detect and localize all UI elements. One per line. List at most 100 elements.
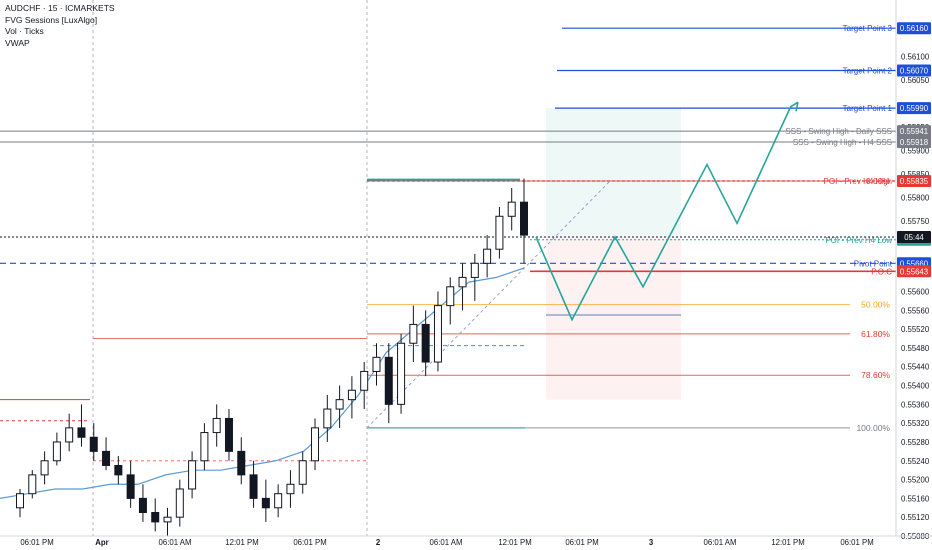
candle-body bbox=[126, 474, 135, 499]
candle-body bbox=[323, 408, 332, 429]
price-tick-label: 0.55850 bbox=[901, 170, 930, 179]
level-label: SSS - Swing High - Daily SSS bbox=[785, 127, 892, 136]
vwap-line bbox=[0, 267, 525, 499]
candle-body bbox=[77, 427, 86, 438]
price-tick-label: 0.55160 bbox=[901, 494, 930, 503]
time-tick-label: 12:01 PM bbox=[771, 538, 804, 547]
candle-body bbox=[151, 511, 160, 523]
time-tick-label: 06:01 PM bbox=[840, 538, 873, 547]
price-tick-label: 0.55400 bbox=[901, 382, 930, 391]
fib-label: 78.60% bbox=[861, 370, 890, 380]
candle-body bbox=[384, 356, 393, 405]
time-tick-label: 2 bbox=[376, 538, 381, 547]
projection-path bbox=[535, 101, 799, 322]
level-label: Target Point 2 bbox=[843, 67, 893, 76]
price-box bbox=[897, 102, 931, 115]
time-tick-label: 06:01 PM bbox=[293, 538, 326, 547]
symbol-title[interactable]: AUDCHF · 15 · ICMARKETS bbox=[5, 3, 115, 13]
candle-body bbox=[520, 201, 528, 236]
projection-arrowhead bbox=[789, 101, 799, 112]
candle-body bbox=[298, 460, 307, 485]
price-tick-label: 0.55600 bbox=[901, 288, 930, 297]
time-tick-label: 12:01 PM bbox=[225, 538, 258, 547]
candle-body bbox=[52, 441, 61, 462]
level-label: Target Point 3 bbox=[843, 24, 893, 33]
price-box bbox=[897, 64, 931, 77]
candle-body bbox=[458, 276, 467, 288]
price-tick-label: 0.55520 bbox=[901, 325, 930, 334]
current-price-countdown: 05:44 bbox=[904, 233, 924, 242]
chart-legend: AUDCHF · 15 · ICMARKETS FVG Sessions [Lu… bbox=[5, 3, 115, 49]
indicator-vol[interactable]: Vol · Ticks bbox=[5, 26, 44, 36]
candle-body bbox=[28, 474, 37, 495]
candle-body bbox=[360, 370, 369, 391]
candle-body bbox=[212, 417, 221, 434]
price-tick-label: 0.55320 bbox=[901, 419, 930, 428]
risk-zone bbox=[546, 236, 681, 400]
level-label: Pivot Point bbox=[854, 259, 893, 268]
candle-body bbox=[311, 427, 320, 462]
price-box-label: 0.55990 bbox=[900, 104, 929, 113]
fib-label: 100.00% bbox=[856, 423, 890, 433]
time-tick-label: 06:01 PM bbox=[565, 538, 598, 547]
candle-body bbox=[335, 399, 344, 410]
price-tick-label: 0.55200 bbox=[901, 476, 930, 485]
current-price-box bbox=[897, 230, 931, 243]
time-axis: 06:01 PM Apr 06:01 AM 12:01 PM 06:01 PM 2 06:0… bbox=[0, 535, 932, 547]
candle-body bbox=[89, 436, 98, 452]
candle-body bbox=[175, 488, 184, 518]
candle-body bbox=[163, 516, 172, 523]
candle-body bbox=[507, 201, 516, 217]
level-label: POI - Prev H4 High bbox=[824, 177, 892, 186]
grid-lines bbox=[92, 0, 368, 536]
indicator-fvg[interactable]: FVG Sessions [LuxAlgo] bbox=[5, 14, 98, 25]
time-tick-label: 06:01 AM bbox=[159, 538, 192, 547]
price-tick-label: 0.55280 bbox=[901, 438, 930, 447]
level-label: POI - Prev H4 Low bbox=[825, 236, 892, 245]
price-box bbox=[897, 265, 931, 278]
fib-label: 61.80% bbox=[861, 329, 890, 339]
candle-body bbox=[16, 493, 24, 509]
level-label: Target Point 1 bbox=[843, 104, 893, 113]
price-tick-label: 0.55560 bbox=[901, 306, 930, 315]
price-tick-label: 0.56100 bbox=[901, 52, 930, 61]
candle-body bbox=[65, 427, 74, 443]
price-tick-label: 0.55240 bbox=[901, 457, 930, 466]
fib-trend-line bbox=[366, 180, 611, 429]
candle-body bbox=[40, 460, 49, 476]
candle-body bbox=[224, 417, 233, 452]
price-box-label: 0.56070 bbox=[900, 67, 929, 76]
candle-body bbox=[347, 389, 356, 401]
candle-body bbox=[483, 248, 492, 264]
candle-body bbox=[433, 305, 442, 363]
price-tick-label: 0.55900 bbox=[901, 146, 930, 155]
price-levels: Target Point 3 Target Point 2 Target Point… bbox=[0, 24, 896, 462]
time-tick-label: Apr bbox=[95, 538, 108, 547]
time-tick-label: 12:01 PM bbox=[498, 538, 531, 547]
level-label: P.O.C bbox=[871, 267, 892, 276]
candle-body bbox=[237, 450, 246, 476]
price-box-label: 0.56160 bbox=[900, 24, 929, 33]
fibonacci-levels: 0.00% 50.00% 61.80% 78.60% 100.00% bbox=[366, 176, 890, 433]
candle-body bbox=[249, 474, 258, 499]
zones bbox=[546, 108, 681, 400]
price-tick-label: 0.55800 bbox=[901, 193, 930, 202]
reward-zone bbox=[546, 108, 681, 237]
candle-body bbox=[470, 262, 479, 278]
candle-body bbox=[372, 356, 381, 372]
candle-body bbox=[397, 342, 406, 405]
price-box-label: 0.55660 bbox=[900, 259, 929, 268]
price-tick-label: 0.55360 bbox=[901, 400, 930, 409]
candle-body bbox=[188, 460, 197, 490]
indicator-vwap[interactable]: VWAP bbox=[5, 37, 30, 48]
price-tick-label: 0.55480 bbox=[901, 344, 930, 353]
candle-body bbox=[286, 483, 295, 495]
time-tick-label: 06:01 AM bbox=[704, 538, 737, 547]
candle-body bbox=[114, 464, 123, 476]
candle-body bbox=[274, 493, 283, 509]
time-tick-label: 3 bbox=[649, 538, 654, 547]
candle-body bbox=[102, 450, 111, 466]
price-box bbox=[897, 22, 931, 35]
price-box-label: 0.55918 bbox=[900, 138, 928, 147]
